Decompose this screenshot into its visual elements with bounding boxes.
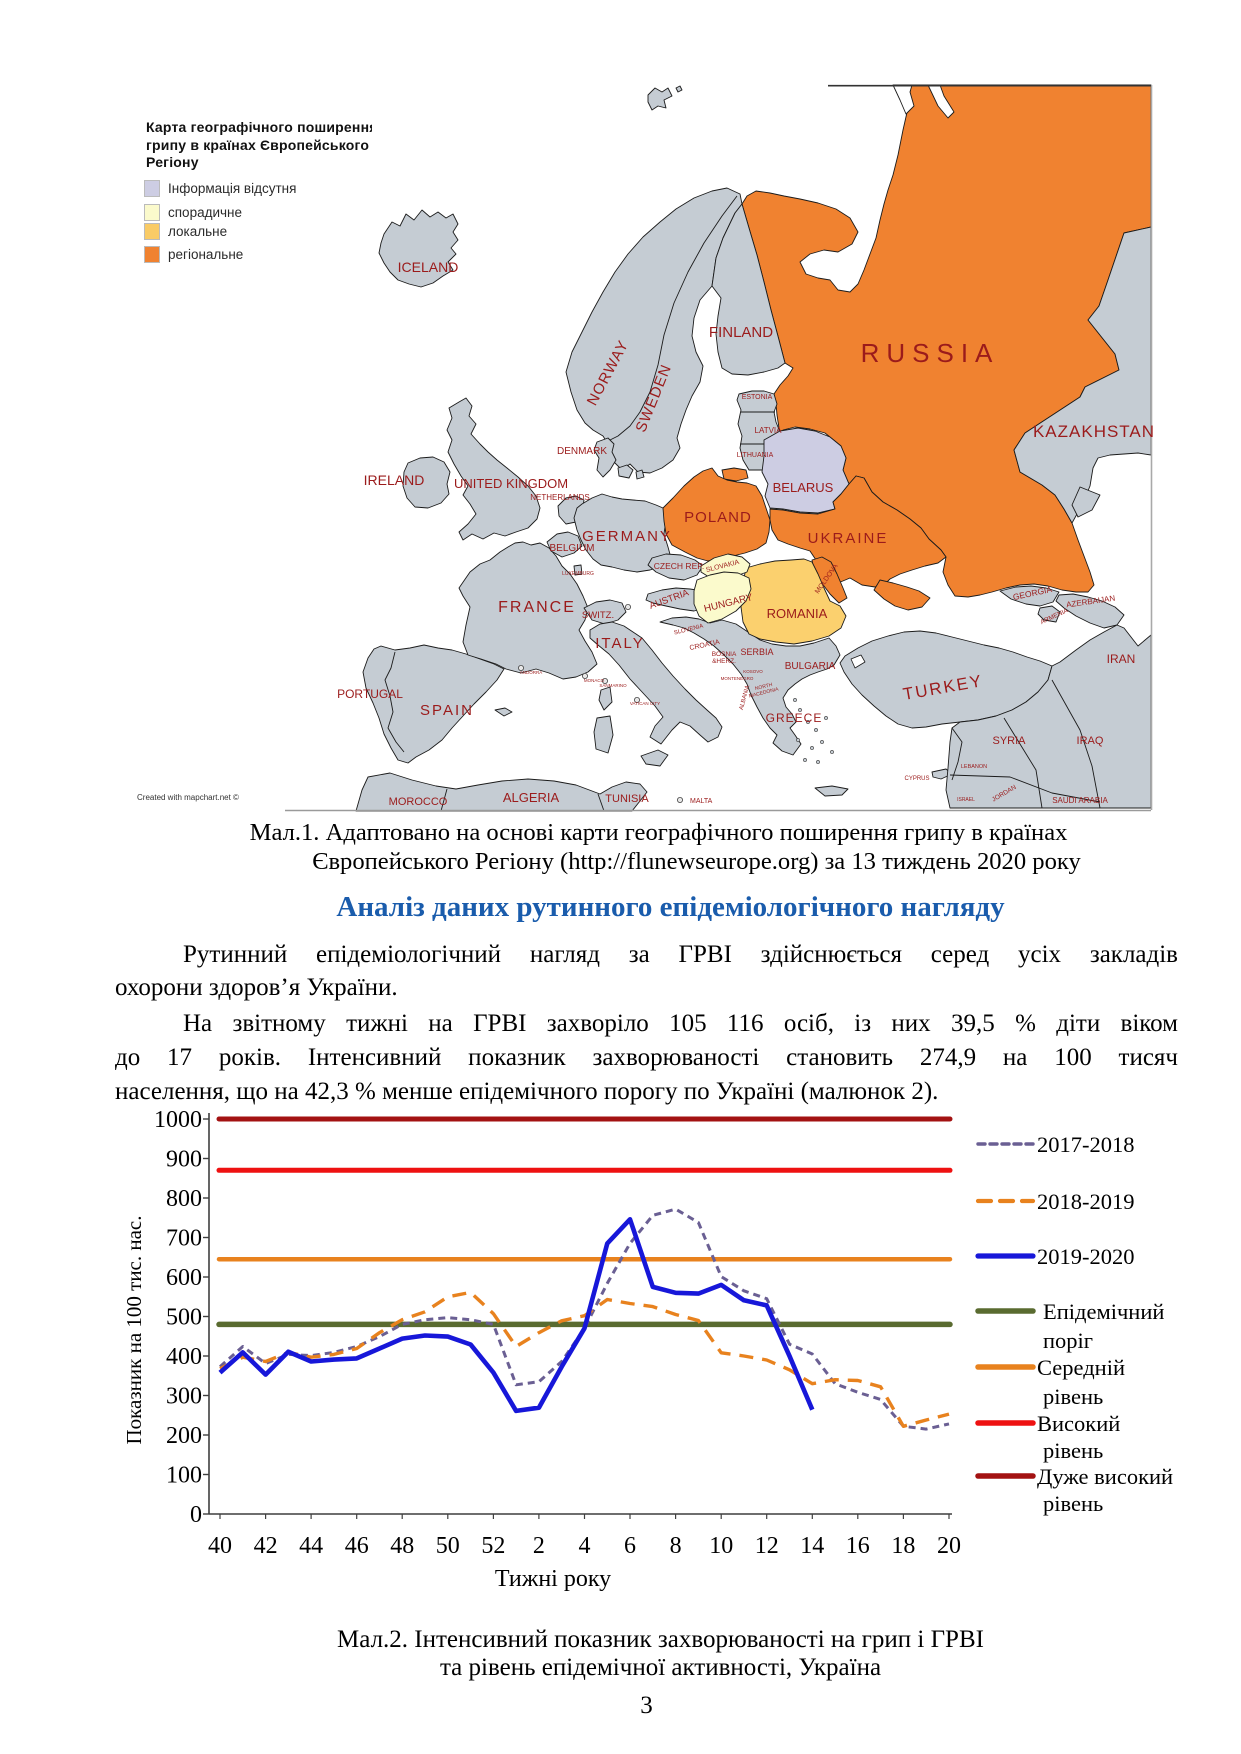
svg-text:300: 300 [166, 1384, 202, 1410]
svg-text:RUSSIA: RUSSIA [861, 338, 1000, 368]
svg-text:42: 42 [254, 1533, 278, 1559]
svg-text:MONTENEGRO: MONTENEGRO [721, 676, 754, 681]
svg-text:SERBIA: SERBIA [740, 647, 773, 657]
svg-text:12: 12 [755, 1533, 779, 1559]
svg-text:CZECH REP.: CZECH REP. [654, 561, 704, 571]
svg-text:ALGERIA: ALGERIA [503, 790, 560, 805]
svg-text:ICELAND: ICELAND [398, 259, 459, 275]
svg-text:46: 46 [345, 1533, 369, 1559]
svg-text:8: 8 [670, 1533, 682, 1559]
svg-text:SAUDI ARABIA: SAUDI ARABIA [1052, 796, 1108, 805]
svg-text:BULGARIA: BULGARIA [785, 661, 836, 672]
svg-text:LUXEMBURG: LUXEMBURG [562, 571, 594, 577]
svg-text:14: 14 [800, 1533, 824, 1559]
svg-text:IRELAND: IRELAND [364, 472, 425, 488]
svg-text:SYRIA: SYRIA [992, 735, 1026, 747]
svg-text:2: 2 [533, 1533, 545, 1559]
svg-text:2017-2018: 2017-2018 [1037, 1132, 1135, 1157]
svg-text:IRAQ: IRAQ [1077, 735, 1104, 747]
svg-text:2018-2019: 2018-2019 [1037, 1189, 1135, 1214]
svg-text:SPAIN: SPAIN [420, 702, 474, 719]
svg-text:IRAN: IRAN [1107, 652, 1136, 666]
svg-text:ITALY: ITALY [595, 635, 644, 652]
svg-text:52: 52 [481, 1533, 505, 1559]
svg-text:Високий: Високий [1037, 1411, 1120, 1436]
svg-text:800: 800 [166, 1186, 202, 1212]
svg-text:600: 600 [166, 1265, 202, 1291]
svg-text:KOSOVO: KOSOVO [743, 669, 763, 674]
svg-text:2019-2020: 2019-2020 [1037, 1244, 1135, 1269]
svg-text:VATICAN CITY: VATICAN CITY [630, 701, 660, 706]
svg-text:POLAND: POLAND [684, 509, 752, 526]
svg-text:0: 0 [190, 1502, 202, 1528]
svg-text:Дуже високий: Дуже високий [1037, 1464, 1173, 1489]
svg-text:1000: 1000 [154, 1107, 202, 1133]
svg-text:рівень: рівень [1043, 1438, 1103, 1463]
svg-text:LEBANON: LEBANON [961, 764, 987, 770]
svg-text:Тижні року: Тижні року [495, 1566, 611, 1592]
svg-text:ANDORRA: ANDORRA [520, 670, 543, 675]
svg-text:FRANCE: FRANCE [498, 599, 576, 616]
svg-text:18: 18 [891, 1533, 915, 1559]
svg-text:Середній: Середній [1037, 1355, 1125, 1380]
svg-text:Показник на 100 тис. нас.: Показник на 100 тис. нас. [122, 1215, 146, 1444]
svg-text:NORTH: NORTH [754, 682, 773, 692]
svg-text:LITHUANIA: LITHUANIA [737, 452, 774, 459]
svg-text:NETHERLANDS: NETHERLANDS [530, 493, 590, 502]
svg-text:4: 4 [579, 1533, 591, 1559]
svg-text:поріг: поріг [1043, 1328, 1093, 1353]
svg-text:рівень: рівень [1043, 1491, 1103, 1516]
svg-text:100: 100 [166, 1463, 202, 1489]
svg-text:TUNISIA: TUNISIA [605, 793, 649, 805]
svg-text:MALTA: MALTA [690, 798, 713, 805]
svg-text:DENMARK: DENMARK [557, 446, 607, 457]
svg-text:рівень: рівень [1043, 1384, 1103, 1409]
svg-text:44: 44 [299, 1533, 323, 1559]
svg-text:GERMANY: GERMANY [582, 528, 672, 545]
svg-text:KAZAKHSTAN: KAZAKHSTAN [1033, 422, 1155, 441]
svg-text:20: 20 [937, 1533, 961, 1559]
svg-text:Епідемічний: Епідемічний [1043, 1299, 1164, 1324]
svg-text:PORTUGAL: PORTUGAL [337, 687, 403, 701]
svg-text:UNITED KINGDOM: UNITED KINGDOM [454, 476, 568, 491]
svg-text:40: 40 [208, 1533, 232, 1559]
svg-text:GREECE: GREECE [766, 711, 823, 725]
svg-text:&HERZ.: &HERZ. [712, 658, 736, 665]
svg-text:BELARUS: BELARUS [773, 480, 834, 495]
svg-text:UKRAINE: UKRAINE [808, 530, 889, 547]
svg-text:ISRAEL: ISRAEL [957, 797, 975, 803]
svg-text:50: 50 [436, 1533, 460, 1559]
svg-text:BELGIUM: BELGIUM [549, 543, 594, 554]
svg-text:SANMARINO: SANMARINO [599, 683, 627, 688]
svg-text:BOSNIA: BOSNIA [712, 651, 737, 658]
svg-text:LATVIA: LATVIA [755, 426, 783, 435]
svg-text:ROMANIA: ROMANIA [767, 606, 828, 621]
svg-text:200: 200 [166, 1423, 202, 1449]
svg-text:10: 10 [709, 1533, 733, 1559]
svg-text:400: 400 [166, 1344, 202, 1370]
svg-text:SWITZ.: SWITZ. [582, 610, 614, 621]
svg-text:6: 6 [624, 1533, 636, 1559]
svg-text:FINLAND: FINLAND [709, 324, 773, 341]
svg-text:900: 900 [166, 1147, 202, 1173]
svg-text:MONACO: MONACO [584, 678, 605, 683]
svg-text:MOROCCO: MOROCCO [389, 796, 448, 808]
svg-text:700: 700 [166, 1226, 202, 1252]
svg-text:500: 500 [166, 1305, 202, 1331]
svg-text:48: 48 [390, 1533, 414, 1559]
svg-text:CYPRUS: CYPRUS [904, 776, 929, 782]
svg-text:ESTONIA: ESTONIA [742, 394, 773, 401]
svg-text:16: 16 [846, 1533, 870, 1559]
